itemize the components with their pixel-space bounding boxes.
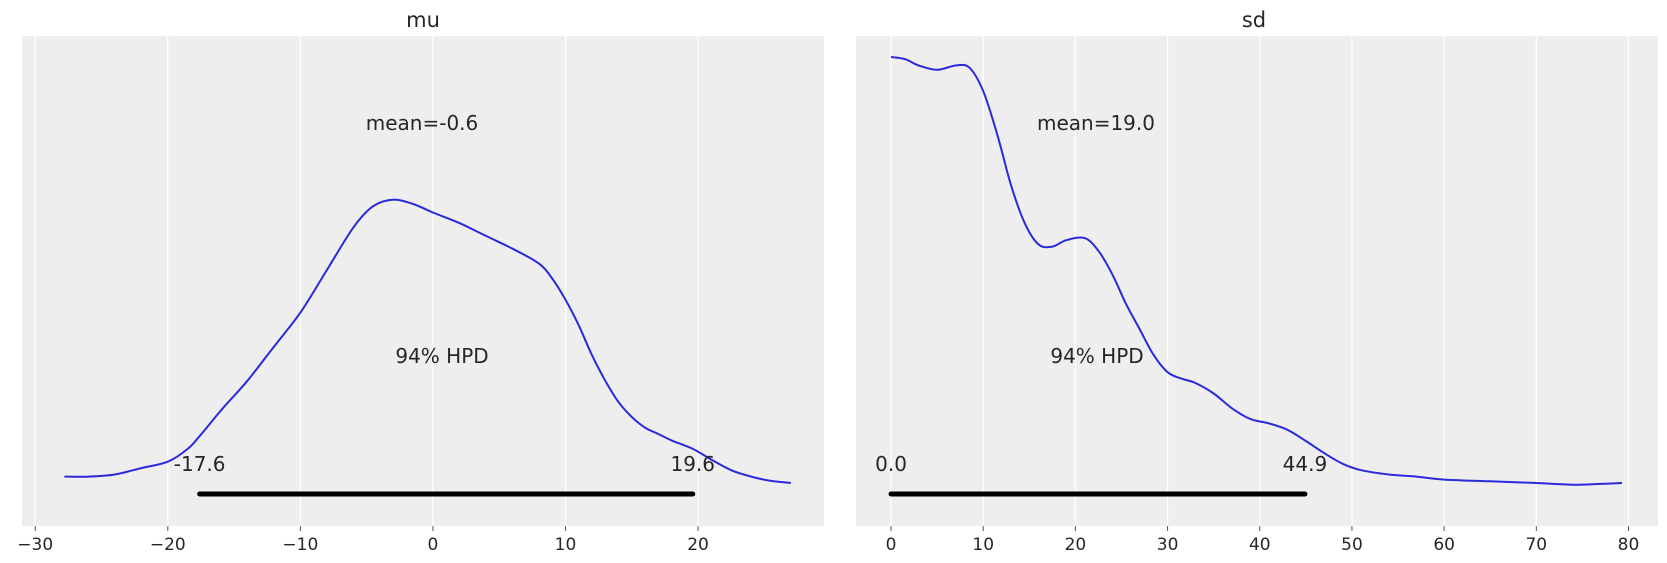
hpd-label-mu: 94% HPD (395, 344, 488, 368)
x-tick-label: 50 (1341, 535, 1363, 555)
mean-annotation-sd: mean=19.0 (1037, 111, 1155, 135)
hpd-low-value-sd: 0.0 (875, 452, 907, 476)
x-tick-label: 40 (1249, 535, 1271, 555)
x-axis-tick-labels-sd: 0 10 20 30 40 50 60 70 80 (886, 535, 1640, 555)
density-curve-sd (890, 56, 1623, 486)
x-tick-label: 80 (1618, 535, 1640, 555)
hpd-high-value-sd: 44.9 (1283, 452, 1328, 476)
x-tick-label: −20 (150, 535, 186, 555)
panel-sd: 0 10 20 30 40 50 60 70 80 sd mean=19.0 94% HPD 0… (856, 8, 1658, 555)
panel-title-mu: mu (406, 8, 440, 32)
x-axis-tick-labels-mu: −30 −20 −10 0 10 20 (17, 535, 709, 555)
x-tick-label: 10 (972, 535, 994, 555)
x-tick-label: −10 (282, 535, 318, 555)
hpd-label-sd: 94% HPD (1050, 344, 1143, 368)
x-axis-ticks-sd (890, 526, 1630, 531)
x-tick-label: 0 (428, 535, 439, 555)
x-tick-label: 10 (555, 535, 577, 555)
x-tick-label: 70 (1525, 535, 1547, 555)
mean-annotation-mu: mean=-0.6 (366, 111, 479, 135)
gridlines-sd (890, 36, 1630, 526)
density-curve-mu (64, 198, 792, 484)
plot-area-sd (856, 36, 1658, 526)
gridlines-mu (34, 36, 699, 526)
x-tick-label: 60 (1433, 535, 1455, 555)
x-tick-label: 30 (1157, 535, 1179, 555)
x-tick-label: 0 (886, 535, 897, 555)
x-tick-label: −30 (17, 535, 53, 555)
panel-mu: −30 −20 −10 0 10 20 mu mean=-0.6 94% HPD -17.… (17, 8, 824, 555)
panel-title-sd: sd (1242, 8, 1266, 32)
x-tick-label: 20 (687, 535, 709, 555)
hpd-high-value-mu: 19.6 (670, 452, 715, 476)
x-tick-label: 20 (1065, 535, 1087, 555)
hpd-low-value-mu: -17.6 (174, 452, 226, 476)
x-axis-ticks-mu (34, 526, 699, 531)
plot-area-mu (22, 36, 824, 526)
